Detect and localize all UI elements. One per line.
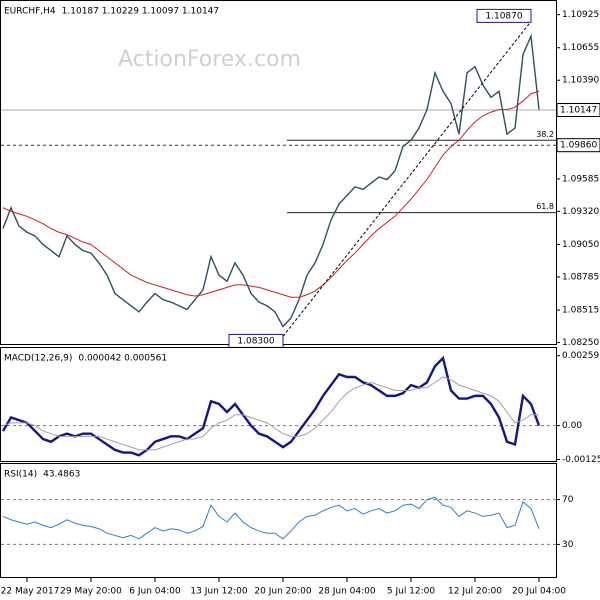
y-tick-label: 1.09050 [562, 240, 599, 250]
level-box [556, 103, 600, 118]
y-tick-label: 1.09585 [562, 174, 599, 184]
panel-values: 43.4863 [43, 470, 80, 480]
extreme-box [476, 8, 532, 23]
series-line [2, 376, 539, 451]
x-tick-label: 20 Jul 04:00 [512, 587, 566, 597]
trend-line [282, 21, 532, 337]
y-tick-label: 1.10925 [562, 10, 599, 20]
y-tick-label: 0.00 [562, 421, 582, 431]
extreme-label: 1.10870 [485, 11, 522, 21]
y-tick-label: 1.10390 [562, 76, 599, 86]
panel-values: 0.000042 0.000561 [78, 354, 167, 364]
y-tick-label: 1.08515 [562, 306, 599, 316]
panel-title: MACD(12,26,9) [4, 354, 72, 364]
x-tick-label: 12 Jul 20:00 [448, 587, 502, 597]
x-tick-label: 29 May 20:00 [60, 587, 122, 597]
y-tick-label: 1.08250 [562, 338, 599, 348]
series-line [2, 90, 540, 298]
y-tick-label: 1.10655 [562, 43, 599, 53]
x-tick-label: 22 May 2017 [1, 587, 60, 597]
y-tick-label: 0.00259 [562, 351, 599, 361]
y-tick-label: -0.001254 [562, 455, 600, 465]
series-line [1, 355, 541, 457]
panel [0, 347, 557, 462]
series-line [2, 496, 540, 540]
fib-label: 61.8 [536, 202, 554, 211]
y-tick-label: 70 [562, 495, 574, 505]
level-box [556, 138, 600, 153]
panel-values: 1.10187 1.10229 1.10097 1.10147 [62, 7, 219, 17]
x-tick-label: 6 Jun 04:00 [129, 587, 181, 597]
x-tick-label: 5 Jul 12:00 [387, 587, 436, 597]
level-label: 1.10147 [560, 106, 597, 116]
y-tick-label: 30 [562, 540, 574, 550]
fib-label: 38.2 [536, 130, 554, 139]
x-tick-label: 20 Jun 20:00 [254, 587, 311, 597]
extreme-label: 1.08300 [237, 336, 274, 346]
watermark: ActionForex.com [118, 47, 301, 72]
y-tick-label: 1.09320 [562, 207, 599, 217]
y-tick-label: 1.08785 [562, 272, 599, 282]
x-tick-label: 28 Jun 04:00 [318, 587, 375, 597]
panel-title: EURCHF,H4 [4, 7, 56, 17]
x-tick-label: 13 Jun 12:00 [190, 587, 247, 597]
level-label: 1.09860 [560, 141, 597, 151]
panel-title: RSI(14) [4, 470, 37, 480]
panel [0, 463, 557, 578]
series-line [2, 33, 540, 328]
